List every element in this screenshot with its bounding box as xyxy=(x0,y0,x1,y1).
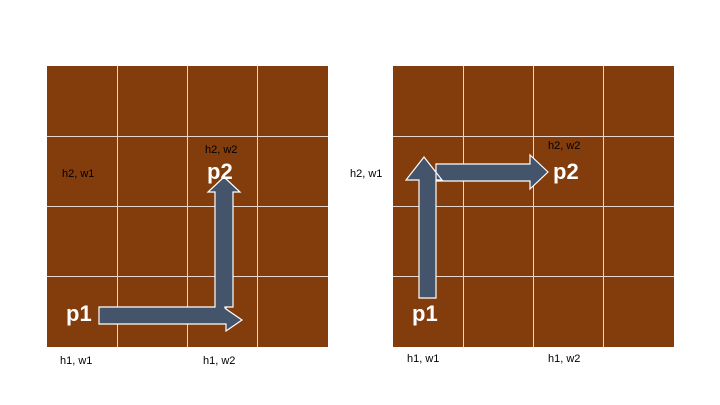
left-label-h2-w1: h2, w1 xyxy=(62,168,95,180)
left-label-h1-w2: h1, w2 xyxy=(203,355,236,367)
right-point-p1: p1 xyxy=(412,301,438,326)
right-path-arrow xyxy=(404,153,549,299)
right-grid xyxy=(393,66,674,347)
left-point-p2: p2 xyxy=(207,159,233,184)
left-grid xyxy=(47,66,328,347)
grid-line xyxy=(393,206,674,207)
grid-line xyxy=(393,276,674,277)
right-label-h1-w2: h1, w2 xyxy=(548,353,581,365)
right-point-p2: p2 xyxy=(553,159,579,184)
left-label-h1-w1: h1, w1 xyxy=(60,355,93,367)
grid-line xyxy=(47,276,328,277)
right-label-h2-w2: h2, w2 xyxy=(548,140,581,152)
grid-line xyxy=(47,206,328,207)
grid-line xyxy=(393,136,674,137)
grid-line xyxy=(47,136,328,137)
right-label-h1-w1: h1, w1 xyxy=(407,353,440,365)
left-path-arrow xyxy=(98,176,244,333)
left-label-h2-w2: h2, w2 xyxy=(205,144,238,156)
left-point-p1: p1 xyxy=(66,301,92,326)
right-label-h2-w1: h2, w1 xyxy=(350,168,383,180)
